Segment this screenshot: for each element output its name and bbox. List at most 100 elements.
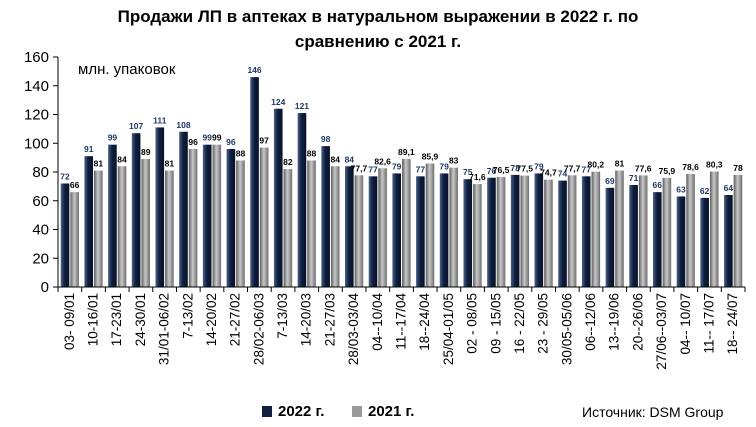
bar-2022 [155,127,165,287]
data-label-2022: 77 [416,164,426,174]
x-tick-label: 24-30/01 [133,293,148,346]
bar-2021 [307,160,316,287]
bar-2022 [558,180,567,287]
data-label-2022: 96 [226,137,236,147]
data-label-2021: 82,6 [374,156,391,166]
x-tick-label: 28/02-06/03 [251,293,266,365]
data-label-2021: 81 [165,159,175,169]
data-label-2021: 77,5 [516,164,533,174]
x-tick-label: 13--19/06 [607,293,622,351]
legend-label-2022: 2022 г. [278,403,325,420]
bar-2022 [250,77,259,287]
chart-title: Продажи ЛП в аптеках в натуральном выраж… [0,4,756,54]
x-tick-label: 03- 09/01 [62,293,77,350]
y-tick-label: 0 [41,279,49,296]
data-label-2022: 77 [368,164,378,174]
data-label-2022: 64 [724,183,734,193]
x-tick-label: 11-- 17/07 [701,293,716,354]
bar-2022 [226,149,236,287]
data-label-2022: 111 [153,115,167,125]
bar-2021 [449,167,458,287]
data-label-2022: 99 [108,133,118,143]
data-label-2021: 77,6 [635,163,652,173]
x-tick-label: 16 - 22/05 [512,293,527,354]
data-label-2021: 96 [188,137,198,147]
bar-2022 [321,146,330,287]
x-tick-label: 09 - 15/05 [488,293,503,354]
bar-2022 [273,108,283,287]
data-label-2021: 77,7 [564,163,581,173]
x-tick-label: 17-23/01 [109,293,124,346]
source-note: Источник: DSM Group [582,404,724,420]
bar-2021 [544,179,553,287]
x-tick-label: 04--10/04 [370,293,385,351]
x-tick-label: 04-- 10/07 [678,293,693,355]
data-label-2021: 99 [212,133,222,143]
data-label-2021: 81 [94,159,104,169]
x-tick-label: 31/01-06/02 [157,293,172,365]
bar-2021 [117,166,127,287]
x-tick-label: 27/06--03/07 [654,293,669,370]
x-axis: 03- 09/01 10-16/01 17-23/01 24-30/01 31/01-0… [57,286,746,370]
bar-2021 [567,175,577,287]
legend-swatch-2021 [352,406,362,417]
bar-2021 [354,175,364,287]
data-label-2022: 69 [605,176,615,186]
bar-2021 [520,175,530,287]
chart-title-line-1: Продажи ЛП в аптеках в натуральном выраж… [117,7,639,26]
x-tick-label: 21-27/03 [322,293,337,346]
data-label-2022: 146 [247,65,261,75]
bar-2022 [368,176,378,287]
bar-2022 [676,196,686,287]
x-tick-label: 25/04-01/05 [441,293,456,365]
bar-2021 [686,174,695,287]
data-label-2022: 124 [271,97,285,107]
bar-2021 [425,163,435,287]
bar-2021 [94,170,103,287]
x-tick-label: 28/03-03/04 [346,293,361,366]
bar-2022 [439,173,449,287]
bar-2021 [402,158,411,287]
bar-2022 [131,133,141,287]
x-tick-label: 10-16/01 [86,293,101,346]
bar-2021 [709,171,719,287]
bars [60,77,743,287]
x-tick-label: 7-13/03 [275,293,290,339]
bar-2022 [463,179,473,287]
data-label-2021: 76,5 [493,165,510,175]
data-label-2021: 89,1 [398,147,415,157]
data-label-2022: 91 [84,144,94,154]
bar-2022 [581,176,591,287]
bar-2022 [724,195,733,287]
data-label-2021: 74,7 [540,168,557,178]
data-label-2021: 78 [733,163,743,173]
bar-2021 [733,174,743,287]
y-tick-label: 120 [24,107,49,124]
data-label-2021: 71,6 [469,172,486,182]
x-tick-label: 18-- 24/07 [725,293,740,355]
data-label-2021: 85,9 [422,152,439,162]
bar-2022 [652,192,662,287]
data-label-2022: 71 [629,173,639,183]
data-label-2021: 75,9 [659,166,676,176]
bar-2022 [60,183,70,287]
unit-label: млн. упаковок [78,61,176,78]
x-tick-label: 06--12/06 [583,293,598,351]
legend-swatch-2022 [262,406,272,417]
bar-2021 [615,170,624,287]
bar-2021 [283,169,293,287]
bar-2021 [259,147,269,287]
data-label-2021: 81 [615,159,625,169]
bar-2021 [188,149,198,287]
bar-2021 [473,184,482,287]
x-tick-label: 7-13/02 [180,293,195,339]
x-tick-label: 14-20/03 [299,293,314,346]
bar-2022 [392,173,401,287]
data-label-2021: 89 [141,147,151,157]
x-tick-label: 20--26/06 [630,293,645,351]
data-label-2022: 107 [129,121,143,131]
bar-2021 [236,160,245,287]
y-tick-label: 160 [24,49,49,66]
